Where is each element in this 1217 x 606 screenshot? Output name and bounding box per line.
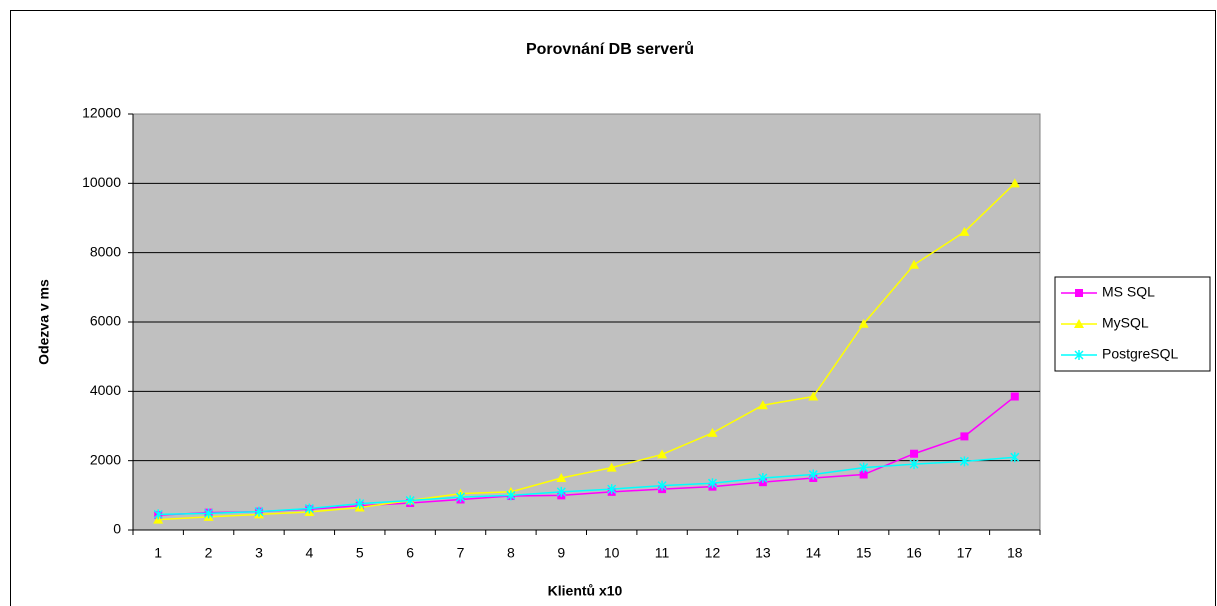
x-tick-label: 4 [305, 545, 313, 561]
data-point [204, 508, 214, 519]
y-tick-label: 4000 [90, 382, 121, 398]
data-point [1010, 392, 1019, 401]
data-point [657, 480, 667, 491]
data-point [959, 456, 969, 467]
x-tick-label: 1 [154, 545, 162, 561]
x-tick-label: 16 [906, 545, 922, 561]
x-tick-label: 14 [805, 545, 821, 561]
data-point [909, 459, 919, 470]
y-tick-label: 10000 [82, 174, 121, 190]
data-point [707, 478, 718, 489]
data-point [960, 432, 969, 441]
legend-label: PostgreSQL [1102, 346, 1178, 362]
x-tick-label: 8 [507, 545, 515, 561]
chart-title: Porovnání DB serverů [526, 41, 694, 58]
legend-marker [1075, 289, 1083, 297]
data-point [607, 484, 617, 495]
data-point [506, 490, 516, 501]
legend-marker [1074, 350, 1084, 360]
x-tick-label: 9 [557, 545, 565, 561]
y-tick-label: 6000 [90, 313, 121, 329]
series-line [158, 182, 1016, 521]
data-point [858, 318, 869, 328]
data-point [1009, 178, 1020, 188]
x-tick-label: 12 [705, 545, 721, 561]
data-point [859, 462, 869, 473]
x-tick-label: 17 [957, 545, 973, 561]
x-axis-label: Klientů x10 [548, 583, 623, 599]
data-point [405, 495, 415, 506]
x-tick-label: 6 [406, 545, 414, 561]
x-tick-label: 11 [655, 545, 670, 561]
data-point [859, 470, 868, 479]
series-line [158, 456, 1015, 516]
x-tick-label: 10 [604, 545, 620, 561]
data-point [910, 449, 919, 458]
data-point [304, 503, 314, 514]
data-point [758, 473, 768, 483]
data-point [355, 498, 365, 509]
y-axis-label: Odezva v ms [36, 279, 52, 365]
legend-marker [1074, 319, 1084, 328]
y-tick-label: 2000 [90, 451, 121, 467]
x-tick-label: 15 [856, 545, 872, 561]
data-point [909, 259, 920, 269]
x-tick-label: 5 [356, 545, 364, 561]
x-tick-label: 7 [457, 545, 465, 561]
data-point [1010, 452, 1020, 463]
data-point [808, 469, 818, 480]
x-tick-label: 18 [1007, 545, 1023, 561]
data-point [707, 427, 718, 437]
x-tick-label: 2 [205, 545, 213, 561]
x-tick-label: 13 [755, 545, 771, 561]
data-point [556, 486, 566, 497]
y-tick-label: 12000 [82, 105, 121, 121]
y-tick-label: 0 [113, 521, 121, 537]
data-point [153, 509, 163, 520]
legend-label: MySQL [1102, 315, 1149, 331]
data-point [556, 473, 567, 482]
data-point [254, 506, 264, 517]
x-tick-label: 3 [255, 545, 263, 561]
data-point [959, 226, 970, 236]
y-tick-label: 8000 [90, 243, 121, 259]
data-point [455, 492, 466, 503]
legend-label: MS SQL [1102, 284, 1155, 300]
data-point [657, 449, 668, 459]
data-point [606, 462, 617, 472]
data-point [757, 400, 768, 410]
data-point [808, 391, 819, 401]
